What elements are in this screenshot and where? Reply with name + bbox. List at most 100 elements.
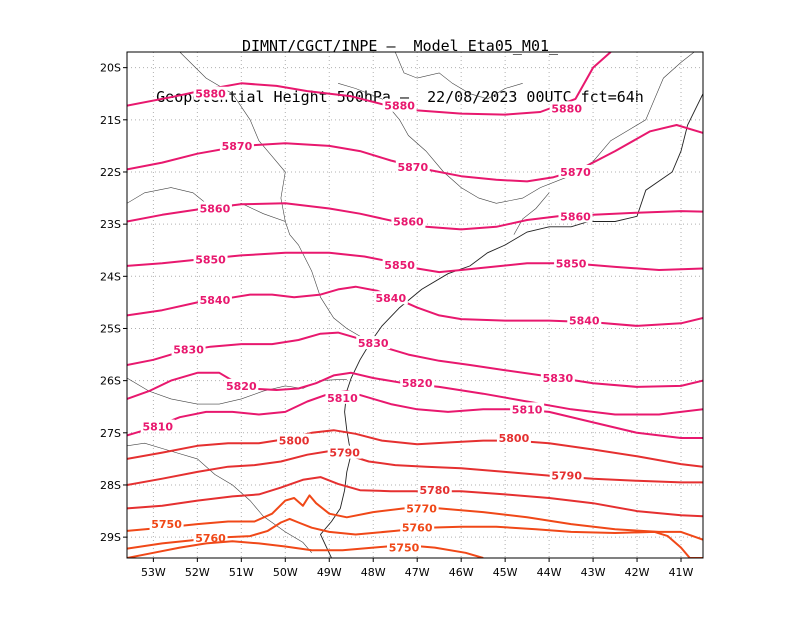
contour-label: 5820 [226, 380, 257, 393]
contour-label-bg [549, 468, 584, 482]
contour-label: 5840 [569, 315, 600, 328]
title-line-1: DIMNT/CGCT/INPE – Model Eta05_M01_ [241, 37, 559, 55]
contour-label-bg [540, 371, 575, 385]
contour-label: 5770 [406, 502, 437, 515]
contour-label-bg [193, 531, 228, 545]
contour-label: 5870 [560, 166, 591, 179]
contour-label-bg [382, 257, 417, 271]
lat-tick-label: 20S [100, 62, 121, 75]
axis-ticks: 53W 52W 51W 50W 49W 48W 47W 46W 45W 44W 43W 42W 41W 2… [100, 62, 694, 579]
lon-tick-label: 50W [273, 566, 298, 579]
contour-label: 5880 [195, 88, 226, 101]
lon-tick-label: 48W [361, 566, 386, 579]
contour-label-bg [558, 209, 593, 223]
lat-tick-label: 25S [100, 322, 121, 335]
contour-label: 5880 [551, 102, 582, 115]
contour-label-bg [224, 378, 259, 392]
contour-label: 5760 [402, 522, 433, 535]
contour-line-5780 [127, 476, 703, 518]
contour-label: 5780 [419, 484, 450, 497]
lat-tick-label: 21S [100, 114, 121, 127]
contour-label-bg [382, 98, 417, 112]
height-contours: 5880 5880 5880 5870 5870 5870 5860 5860 5860 5850… [127, 52, 703, 558]
contour-label-bg [277, 433, 312, 447]
contour-label: 5790 [329, 447, 360, 460]
contour-label: 5810 [142, 421, 173, 434]
lat-tick-label: 22S [100, 166, 121, 179]
contour-label: 5850 [195, 254, 226, 267]
contour-label-bg [395, 159, 430, 173]
lon-tick-label: 53W [141, 566, 166, 579]
contour-label: 5870 [222, 140, 253, 153]
contour-label-bg [197, 292, 232, 306]
contour-label: 5800 [499, 432, 530, 445]
lat-lon-grid [127, 52, 703, 558]
contour-label-bg [404, 501, 439, 515]
contour-label: 5860 [560, 210, 591, 223]
contour-label-bg [400, 376, 435, 390]
contour-label-bg [387, 540, 422, 554]
contour-label-bg [400, 520, 435, 534]
contour-label: 5850 [556, 257, 587, 270]
lon-tick-label: 42W [625, 566, 650, 579]
state-border [179, 52, 286, 222]
lon-tick-label: 51W [229, 566, 254, 579]
contour-label: 5750 [389, 542, 420, 555]
lat-tick-label: 26S [100, 375, 121, 388]
contour-label-bg [197, 201, 232, 215]
contour-label: 5810 [512, 403, 543, 416]
contour-label-bg [417, 483, 452, 497]
contour-label-bg [193, 252, 228, 266]
lon-tick-label: 47W [405, 566, 430, 579]
contour-label-bg [549, 101, 584, 115]
contour-line-5760 [127, 517, 703, 558]
contour-label-bg [567, 313, 602, 327]
contour-label-bg [391, 214, 426, 228]
lon-tick-label: 43W [581, 566, 606, 579]
state-border [394, 52, 523, 100]
contour-label-bg [356, 336, 391, 350]
lat-tick-label: 29S [100, 531, 121, 544]
contour-line-5880 [127, 52, 612, 116]
lon-tick-label: 46W [449, 566, 474, 579]
contour-label: 5810 [327, 392, 358, 405]
lon-tick-label: 41W [669, 566, 694, 579]
state-border [127, 442, 312, 553]
contour-label-bg [219, 138, 254, 152]
lon-tick-label: 49W [317, 566, 342, 579]
geography-lines [127, 52, 703, 558]
contour-label: 5750 [151, 518, 182, 531]
contour-line-5790 [127, 450, 703, 486]
state-border [513, 192, 550, 235]
coastline [319, 93, 703, 558]
contour-label: 5790 [551, 470, 582, 483]
contour-label: 5840 [200, 294, 231, 307]
contour-label: 5860 [200, 202, 231, 215]
contour-label-bg [327, 445, 362, 459]
lat-tick-label: 28S [100, 479, 121, 492]
state-border [338, 52, 695, 204]
contour-label-bg [325, 390, 360, 404]
contour-label: 5850 [384, 259, 415, 272]
contour-label: 5870 [397, 161, 428, 174]
contour-label: 5830 [543, 372, 574, 385]
contour-label-bg [558, 164, 593, 178]
contour-line-5800 [127, 429, 703, 468]
contour-label-bg [193, 86, 228, 100]
contour-label-bg [149, 517, 184, 531]
plot-frame [126, 51, 704, 559]
contour-label-bg [554, 256, 589, 270]
contour-label: 5820 [402, 377, 433, 390]
contour-label: 5880 [384, 100, 415, 113]
lon-tick-label: 45W [493, 566, 518, 579]
state-border [127, 187, 369, 345]
contour-label-bg [496, 431, 531, 445]
contour-label-bg [510, 402, 545, 416]
contour-label: 5800 [279, 435, 310, 448]
contour-label-bg [171, 342, 206, 356]
lat-tick-label: 27S [100, 427, 121, 440]
contour-line-5750 [127, 540, 484, 558]
lat-tick-label: 24S [100, 270, 121, 283]
contour-label-bg [373, 291, 408, 305]
